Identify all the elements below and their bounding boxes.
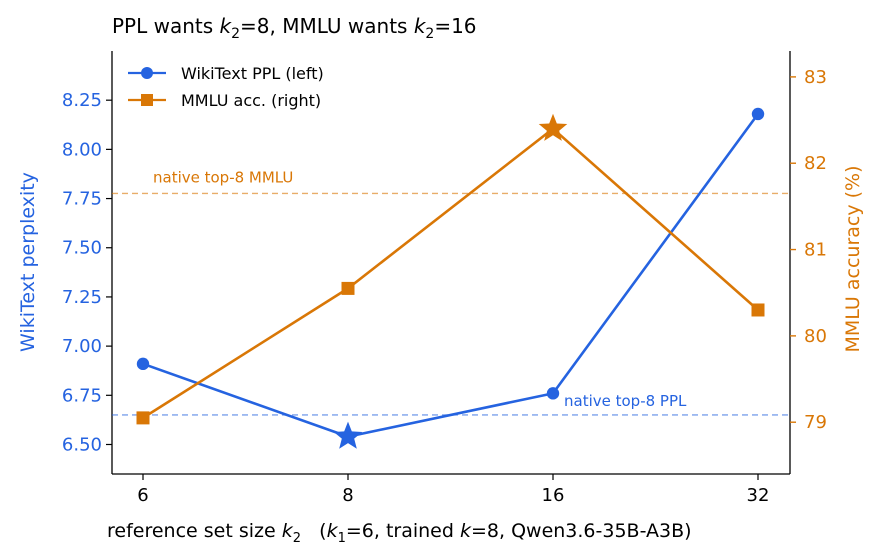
x-tick-label: 6 (137, 485, 148, 506)
legend-square-marker (141, 94, 153, 106)
legend-label-mmlu: MMLU acc. (right) (181, 91, 321, 110)
ppl-point-16 (546, 387, 560, 400)
right-axis-ticks: 79 80 81 82 83 (790, 67, 827, 433)
left-tick-label: 7.00 (62, 336, 102, 357)
legend-label-ppl: WikiText PPL (left) (181, 64, 324, 83)
series-layer (136, 107, 765, 449)
reference-line-label-left: native top-8 PPL (564, 392, 687, 410)
plot-frame (111, 51, 791, 475)
left-tick-label: 8.25 (62, 90, 102, 111)
left-tick-label: 8.00 (62, 139, 102, 160)
series-line-ppl (142, 113, 760, 438)
right-tick-label: 80 (804, 326, 827, 347)
ppl-point-32 (751, 107, 765, 121)
reference-lines: native top-8 PPL native top-8 MMLU (112, 168, 790, 416)
right-tick-label: 81 (804, 240, 827, 261)
left-tick-label: 7.50 (62, 238, 102, 259)
mmlu-point-16-best-star (538, 113, 568, 141)
left-axis-label: WikiText perplexity (17, 172, 39, 352)
right-tick-label: 79 (804, 412, 827, 433)
ppl-point-8-best-star (333, 421, 363, 449)
x-axis-label: reference set size k2 (k1=6, trained k=8… (107, 520, 692, 546)
left-axis-ticks: 6.50 6.75 7.00 7.25 7.50 7.75 8.00 8.25 (62, 90, 112, 455)
legend: WikiText PPL (left) MMLU acc. (right) (128, 64, 324, 110)
right-tick-label: 82 (804, 153, 827, 174)
right-tick-label: 83 (804, 67, 827, 88)
right-axis-label: MMLU accuracy (%) (842, 165, 864, 352)
series-line-mmlu (142, 127, 759, 419)
left-tick-label: 6.75 (62, 385, 102, 406)
ppl-point-6 (136, 357, 150, 371)
x-tick-label: 16 (542, 485, 565, 506)
legend-item-mmlu: MMLU acc. (right) (128, 91, 321, 110)
left-tick-label: 7.75 (62, 189, 102, 210)
legend-circle-marker (141, 67, 153, 79)
left-tick-label: 6.50 (62, 434, 102, 455)
chart-title: PPL wants k2=8, MMLU wants k2=16 (112, 14, 477, 42)
mmlu-point-32 (751, 303, 765, 317)
legend-item-ppl: WikiText PPL (left) (128, 64, 324, 83)
x-axis-ticks: 6 8 16 32 (137, 474, 769, 506)
left-tick-label: 7.25 (62, 287, 102, 308)
reference-line-label-right: native top-8 MMLU (153, 168, 293, 186)
mmlu-point-8 (341, 281, 355, 295)
mmlu-point-6 (136, 411, 150, 425)
x-tick-label: 8 (342, 485, 353, 506)
x-tick-label: 32 (747, 485, 770, 506)
